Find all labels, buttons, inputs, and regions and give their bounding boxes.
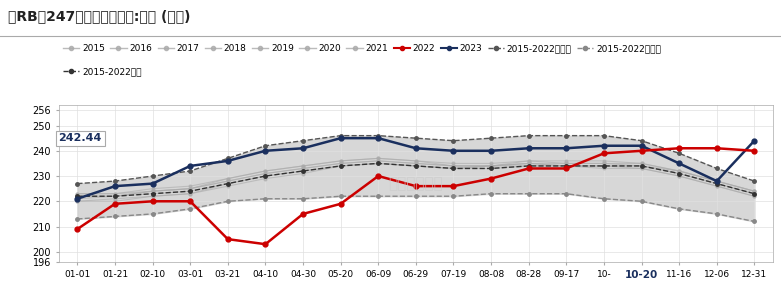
Text: 242.44: 242.44 [59,133,102,143]
Text: 【RB】247家钢厂日均铁水:季节 (万吨): 【RB】247家钢厂日均铁水:季节 (万吨) [8,9,191,23]
Text: 紫金天风期货: 紫金天风期货 [388,176,444,191]
Legend: 2015-2022均值: 2015-2022均值 [63,68,141,76]
